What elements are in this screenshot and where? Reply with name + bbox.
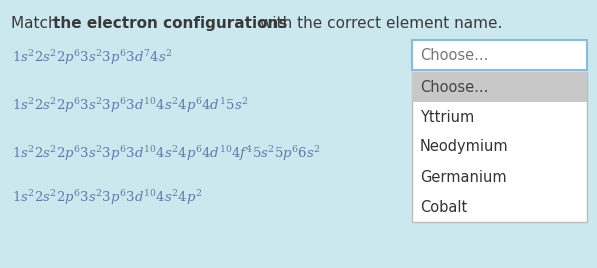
Text: $1s^22s^22p^63s^23p^63d^{10}4s^24p^64d^15s^2$: $1s^22s^22p^63s^23p^63d^{10}4s^24p^64d^1… — [12, 96, 248, 116]
Text: with the correct element name.: with the correct element name. — [255, 16, 502, 31]
Text: $1s^22s^22p^63s^23p^63d^{10}4s^24p^64d^{10}4f^45s^25p^66s^2$: $1s^22s^22p^63s^23p^63d^{10}4s^24p^64d^{… — [12, 144, 321, 163]
Bar — [412, 72, 587, 222]
Text: $1s^22s^22p^63s^23p^63d^{10}4s^24p^2$: $1s^22s^22p^63s^23p^63d^{10}4s^24p^2$ — [12, 189, 202, 207]
Text: Choose...: Choose... — [420, 80, 488, 95]
Text: Germanium: Germanium — [420, 169, 507, 184]
Bar — [412, 40, 587, 70]
Bar — [412, 72, 587, 102]
Text: $1s^22s^22p^63s^23p^63d^74s^2$: $1s^22s^22p^63s^23p^63d^74s^2$ — [12, 49, 173, 68]
Text: Cobalt: Cobalt — [420, 199, 467, 214]
Text: Choose...: Choose... — [420, 47, 488, 62]
Text: Match: Match — [11, 16, 63, 31]
Text: Yttrium: Yttrium — [420, 110, 474, 125]
Text: Neodymium: Neodymium — [420, 140, 509, 154]
Text: the electron configurations: the electron configurations — [53, 16, 287, 31]
